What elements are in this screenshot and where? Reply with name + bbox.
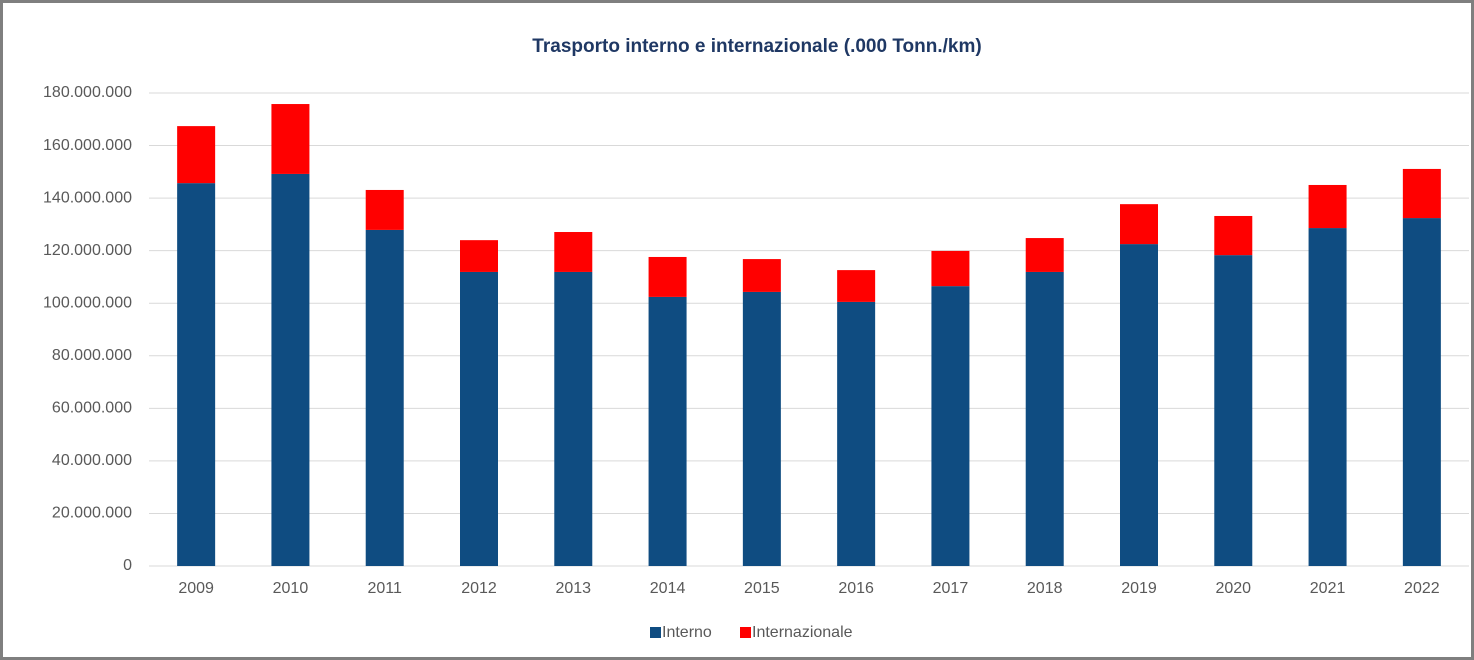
bar-segment [177,126,216,184]
bar-segment [931,286,970,566]
bar-segment [1120,244,1158,566]
bar-segment [1025,238,1064,272]
bar-segment [648,296,687,566]
bar-segment [742,259,781,292]
legend-label: Interno [662,624,712,641]
bar-segment [177,183,216,566]
bar-segment [271,104,310,174]
legend-swatch [740,627,751,638]
bar-segment [837,301,876,566]
x-tick-label: 2011 [368,580,403,597]
x-tick-label: 2010 [273,580,309,597]
bar-segment [1402,168,1441,219]
y-tick-label: 120.000.000 [43,242,132,259]
bar-segment [554,271,593,566]
y-tick-label: 20.000.000 [52,505,132,522]
x-tick-label: 2019 [1121,580,1157,597]
x-tick-label: 2022 [1404,580,1440,597]
x-tick-label: 2009 [178,580,214,597]
bar-segment [365,189,404,230]
bar-segment [742,291,781,566]
bar-segment [554,232,593,272]
bar-segment [1025,271,1064,566]
legend-label: Internazionale [752,624,853,641]
x-tick-label: 2016 [838,580,874,597]
bar-segment [931,250,970,287]
x-tick-label: 2017 [933,580,969,597]
bar-segment [1402,218,1441,567]
y-tick-label: 60.000.000 [52,400,132,417]
y-tick-label: 40.000.000 [52,452,132,469]
bar-segment [1120,204,1158,245]
bar-segment [1214,255,1253,566]
bar-segment [460,271,498,566]
bar-segment [837,270,876,302]
bar-segment [1308,184,1347,229]
bar-segment [1214,215,1253,256]
y-tick-label: 160.000.000 [43,137,132,154]
bar-segment [271,173,310,567]
y-tick-label: 180.000.000 [43,84,132,101]
x-tick-label: 2021 [1310,580,1346,597]
x-tick-label: 2020 [1215,580,1251,597]
y-tick-label: 140.000.000 [43,189,132,206]
x-tick-label: 2013 [555,580,591,597]
x-tick-label: 2014 [650,580,686,597]
chart-title: Trasporto interno e internazionale (.000… [532,36,981,57]
bar-segment [365,229,404,566]
y-tick-label: 80.000.000 [52,347,132,364]
x-tick-label: 2015 [744,580,780,597]
x-tick-label: 2018 [1027,580,1063,597]
y-tick-label: 100.000.000 [43,294,132,311]
x-tick-label: 2012 [461,580,497,597]
y-tick-label: 0 [123,557,132,574]
bar-segment [648,256,687,297]
bar-segment [1308,228,1347,566]
bar-segment [460,240,498,272]
legend-swatch [650,627,661,638]
